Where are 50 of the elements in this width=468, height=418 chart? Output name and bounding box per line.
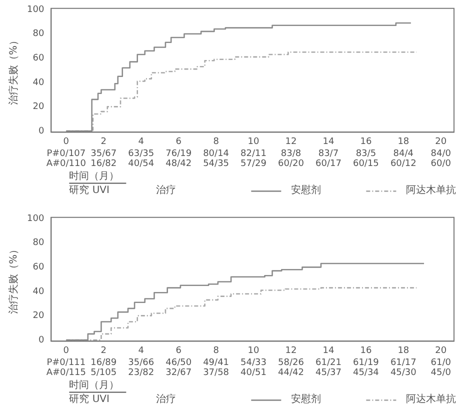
x-tick-label: 6	[176, 136, 182, 147]
legend-label: 阿达木单抗	[406, 184, 456, 196]
x-tick-label: 10	[248, 136, 260, 147]
x-tick-label: 20	[435, 136, 447, 147]
y-tick-label: 0	[38, 126, 44, 136]
x-tick-label: 12	[285, 136, 297, 147]
y-tick-label: 40	[32, 78, 44, 88]
x-tick-label: 0	[63, 346, 70, 356]
y-tick-label: 80	[32, 29, 44, 40]
x-tick-label: 18	[398, 346, 410, 356]
y-tick-label: 60	[32, 262, 44, 273]
y-axis-title: 治疗失败（%）	[8, 244, 20, 314]
text: 研究 UVI	[69, 184, 110, 196]
y-tick-label: 60	[32, 54, 44, 64]
x-tick-label: 14	[322, 136, 334, 147]
y-tick-label: 80	[32, 238, 44, 248]
legend-title: 治疗	[156, 392, 176, 405]
x-tick-label: 8	[213, 346, 220, 356]
legend-label: 安慰剂	[291, 392, 322, 405]
x-axis-title: 时间（月）	[69, 378, 120, 391]
x-tick-label: 16	[360, 346, 372, 356]
x-tick-label: 6	[176, 346, 182, 356]
x-tick-label: 18	[398, 136, 410, 147]
x-axis-title: 时间（月）	[69, 170, 120, 182]
x-tick-label: 20	[435, 346, 447, 356]
legend-label: 安慰剂	[291, 184, 322, 196]
legend-label: 阿达木单抗	[406, 392, 456, 405]
x-tick-label: 12	[285, 346, 297, 356]
x-tick-label: 14	[322, 346, 334, 356]
text: P#0/111 16/89 35/66 46/50 49/41 54/33 58/26 61/21 61/19 61/17 61/0	[46, 358, 451, 368]
text: A#0/110 16/82 40/54 48/42 54/35 57/29 60/20 60/17 60/15 60/12 60/0	[46, 159, 451, 170]
x-tick-label: 2	[100, 346, 107, 356]
x-tick-label: 8	[213, 136, 220, 147]
y-tick-label: 20	[32, 311, 44, 322]
x-tick-label: 4	[138, 136, 144, 147]
x-tick-label: 2	[100, 136, 107, 147]
x-tick-label: 0	[63, 136, 70, 147]
y-axis-title: 治疗失败（%）	[8, 36, 20, 106]
y-tick-label: 40	[32, 286, 44, 297]
x-tick-label: 16	[360, 136, 372, 147]
legend-title: 治疗	[156, 184, 176, 196]
y-tick-label: 0	[38, 335, 44, 346]
text: 研究 UVI	[69, 392, 110, 405]
x-tick-label: 10	[248, 346, 260, 356]
text: P#0/107 35/67 63/35 76/19 80/14 82/11 83/8 83/7 83/5 84/4 84/0	[46, 149, 451, 160]
x-tick-label: 4	[138, 346, 144, 356]
text: A#0/115 5/105 23/82 32/67 37/58 40/51 44/42 45/37 45/34 45/30 45/0	[46, 368, 451, 378]
y-tick-label: 100	[26, 4, 44, 15]
y-tick-label: 100	[26, 214, 44, 224]
y-tick-label: 20	[32, 102, 44, 112]
